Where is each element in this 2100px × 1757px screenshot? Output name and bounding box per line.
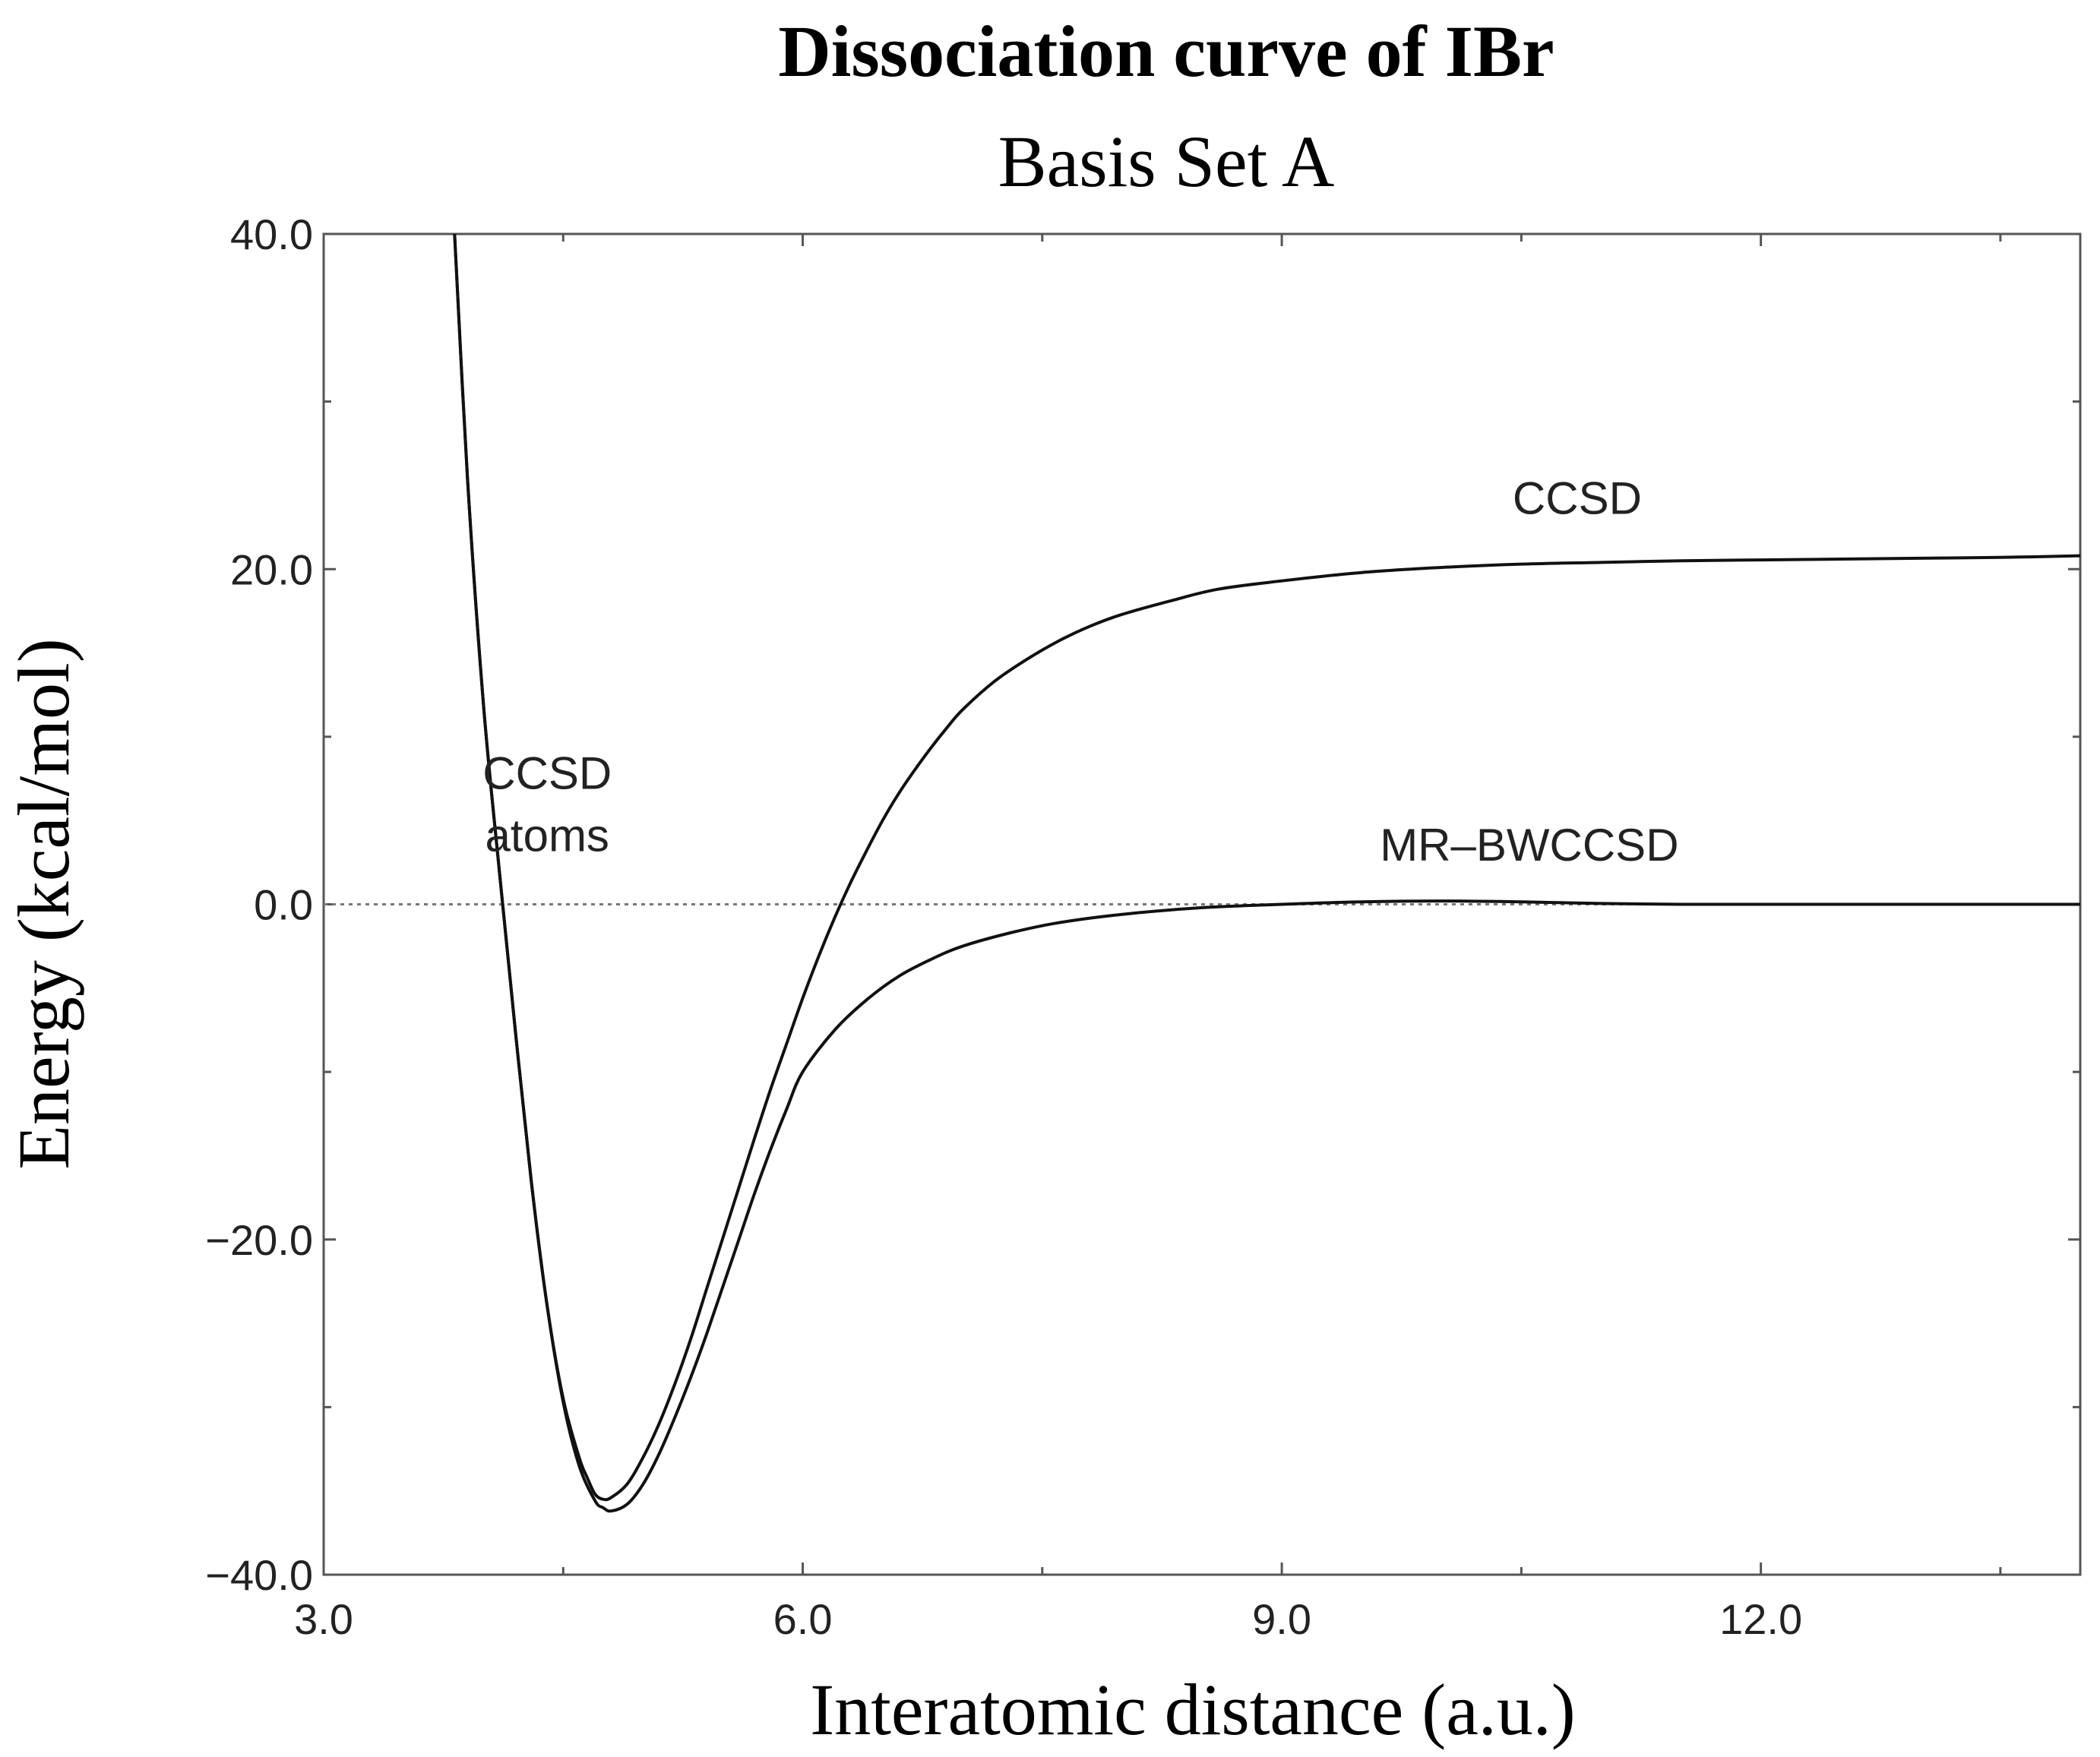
- axis-ticks: [322, 232, 2080, 1576]
- y-tick-label: 20.0: [230, 545, 313, 593]
- chart-title: Dissociation curve of IBr: [778, 11, 1554, 92]
- x-tick-label: 6.0: [773, 1595, 833, 1643]
- y-tick-label: −20.0: [205, 1216, 313, 1264]
- y-tick-label: −40.0: [205, 1551, 313, 1599]
- annotation-layer: CCSD MR–BWCCSD CCSD atoms: [482, 472, 1678, 871]
- x-tick-label: 9.0: [1252, 1595, 1311, 1643]
- annotation-ccsd-upper: CCSD: [1513, 472, 1642, 523]
- y-tick-label: 40.0: [230, 210, 313, 258]
- series-layer: [453, 233, 2081, 1513]
- x-tick-label: 3.0: [294, 1595, 353, 1643]
- x-tick-labels: 3.0 6.0 9.0 12.0: [294, 1595, 1802, 1643]
- y-tick-labels: −40.0 −20.0 0.0 20.0 40.0: [205, 210, 313, 1599]
- annotation-ccsd-atoms: CCSD atoms: [482, 747, 612, 861]
- series-line-mr-bwccsd: [453, 233, 2080, 1513]
- annotation-mr-bwccsd: MR–BWCCSD: [1380, 820, 1678, 871]
- chart-subtitle: Basis Set A: [998, 121, 1335, 202]
- y-tick-label: 0.0: [254, 881, 313, 929]
- series-line-ccsd: [453, 233, 2081, 1502]
- x-axis-label: Interatomic distance (a.u.): [810, 1669, 1576, 1750]
- x-tick-label: 12.0: [1719, 1595, 1802, 1643]
- y-axis-label: Energy (kcal/mol): [3, 638, 84, 1169]
